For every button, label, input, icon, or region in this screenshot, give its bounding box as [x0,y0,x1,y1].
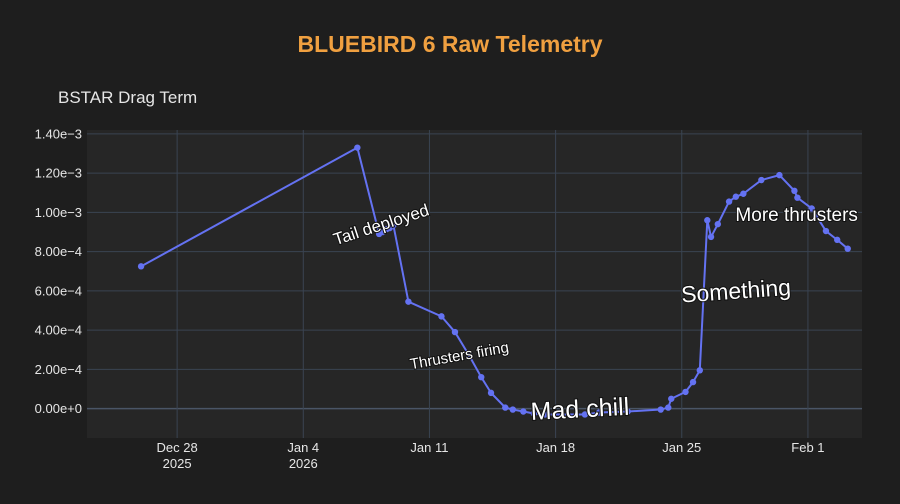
data-point [822,227,830,235]
data-point [689,378,697,386]
x-tick-label: Jan 18 [536,440,575,455]
chart-title: BLUEBIRD 6 Raw Telemetry [297,31,602,57]
data-point [466,352,473,359]
y-tick-label: 1.00e−3 [35,205,82,220]
data-point [354,144,361,151]
x-tick-year-label: 2025 [163,456,192,471]
y-tick-label: 4.00e−4 [35,323,82,338]
data-point [696,367,703,374]
series-group [137,144,851,418]
data-point [487,389,495,397]
data-point [725,198,733,205]
x-tick-label: Dec 28 [157,440,198,455]
data-point [478,373,485,381]
x-tick-label: Jan 11 [410,440,448,455]
plot-area [87,130,862,438]
data-point [732,193,740,200]
x-tick-label: Jan 4 [287,440,319,455]
data-point [791,187,798,195]
data-point [794,194,801,201]
data-point [451,328,459,336]
data-point [405,298,412,305]
data-point [581,411,589,418]
data-point [520,408,527,415]
data-point [740,190,747,197]
data-point [844,245,851,252]
data-point [714,220,722,228]
data-point [137,263,145,270]
data-point [758,176,765,184]
data-point [808,205,815,212]
data-point [665,404,672,411]
data-point [776,171,783,179]
y-tick-label: 1.20e−3 [35,166,82,181]
annotation-label: Mad chill [530,393,630,426]
y-tick-label: 2.00e−4 [35,362,82,377]
y-tick-label: 8.00e−4 [35,244,82,259]
data-point [530,410,538,417]
data-point [541,411,549,418]
y-tick-label: 0.00e+0 [35,401,82,416]
data-point [624,408,631,415]
data-point [707,233,715,241]
annotation-label: More thrusters [735,205,857,226]
data-point [668,395,675,402]
data-point [502,404,509,411]
data-point [657,406,664,413]
data-point [509,406,516,413]
axis-ticks: 0.00e+0 2.00e−4 4.00e−4 6.00e−4 8.00e−4 1.00e… [35,126,825,471]
x-tick-label: Jan 25 [662,440,701,455]
data-point [390,221,397,229]
y-tick-label: 6.00e−4 [35,283,82,298]
y-axis-label: BSTAR Drag Term [58,88,197,107]
data-point [704,217,711,224]
x-tick-label: Feb 1 [791,440,824,455]
grid [87,130,862,438]
x-tick-year-label: 2026 [289,456,318,471]
data-point [834,236,841,244]
data-point [438,313,445,320]
y-tick-label: 1.40e−3 [35,126,82,141]
data-point [595,409,603,416]
data-point [682,388,689,396]
